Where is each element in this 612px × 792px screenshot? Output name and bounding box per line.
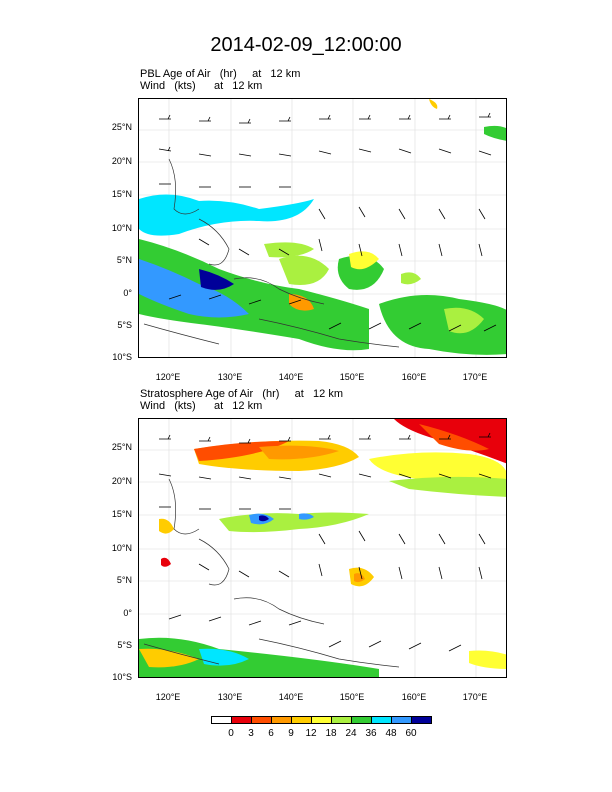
pbl-lat-label-10n: 10°N [111, 223, 132, 233]
colorbar-box [311, 716, 332, 724]
strat-lat-label-20n: 20°N [111, 476, 132, 486]
colorbar-box [331, 716, 352, 724]
pbl-lon-label-130e: 130°E [217, 372, 243, 382]
panel1-title-line1: PBL Age of Air (hr) at 12 km [140, 68, 301, 80]
pbl-lat-label-15n: 15°N [111, 189, 132, 199]
colorbar-label: 3 [248, 728, 254, 739]
pbl-map-plot [139, 99, 506, 357]
strat-lon-label-150e: 150°E [339, 692, 365, 702]
strat-lat-label-5s: 5°S [117, 640, 132, 650]
pbl-coastlines [143, 158, 400, 348]
colorbar-label: 18 [325, 728, 337, 739]
pbl-lat-label-20n: 20°N [111, 156, 132, 166]
colorbar-label: 48 [385, 728, 397, 739]
colorbar-label: 9 [288, 728, 294, 739]
strat-lon-label-140e: 140°E [278, 692, 304, 702]
strat-lat-label-25n: 25°N [111, 442, 132, 452]
strat-lat-label-5n: 5°N [116, 575, 132, 585]
strat-map-plot [139, 419, 506, 677]
colorbar-box [391, 716, 412, 724]
strat-lon-label-120e: 120°E [155, 692, 181, 702]
colorbar-label: 12 [305, 728, 317, 739]
panel2-title-line2: Wind (kts) at 12 km [140, 400, 263, 412]
colorbar-box [211, 716, 232, 724]
panel1-title-line2: Wind (kts) at 12 km [140, 80, 263, 92]
panel2-title-line1: Stratosphere Age of Air (hr) at 12 km [140, 388, 343, 400]
pbl-lon-label-120e: 120°E [155, 372, 181, 382]
colorbar-label: 24 [345, 728, 357, 739]
strat-lat-label-10s: 10°S [112, 672, 132, 682]
pbl-age-field [139, 99, 506, 355]
pbl-lat-label-5s: 5°S [117, 320, 132, 330]
strat-lon-label-130e: 130°E [217, 692, 243, 702]
pbl-lon-label-160e: 160°E [401, 372, 427, 382]
strat-wind-barbs [158, 432, 492, 652]
colorbar-label: 36 [365, 728, 377, 739]
pbl-lat-label-5n: 5°N [116, 255, 132, 265]
strat-lon-label-170e: 170°E [462, 692, 488, 702]
pbl-wind-barbs [158, 112, 497, 332]
strat-lat-label-15n: 15°N [111, 509, 132, 519]
pbl-lon-label-150e: 150°E [339, 372, 365, 382]
pbl-lat-label-10s: 10°S [112, 352, 132, 362]
colorbar-box [371, 716, 392, 724]
colorbar-label: 60 [405, 728, 417, 739]
pbl-age-map [138, 98, 507, 358]
strat-coastlines [143, 478, 400, 668]
colorbar-box [231, 716, 252, 724]
colorbar-box [271, 716, 292, 724]
stratosphere-age-map [138, 418, 507, 678]
colorbar-box [291, 716, 312, 724]
strat-lat-label-0: 0° [123, 608, 132, 618]
strat-age-field [139, 419, 506, 677]
colorbar-label: 6 [268, 728, 274, 739]
strat-lat-label-10n: 10°N [111, 543, 132, 553]
pbl-lon-label-140e: 140°E [278, 372, 304, 382]
strat-lon-label-160e: 160°E [401, 692, 427, 702]
pbl-lon-label-170e: 170°E [462, 372, 488, 382]
pbl-lat-label-0: 0° [123, 288, 132, 298]
colorbar-box [351, 716, 372, 724]
pbl-lat-label-25n: 25°N [111, 122, 132, 132]
colorbar-box [411, 716, 432, 724]
colorbar-label: 0 [228, 728, 234, 739]
colorbar-box [251, 716, 272, 724]
figure-title: 2014-02-09_12:00:00 [210, 34, 402, 56]
